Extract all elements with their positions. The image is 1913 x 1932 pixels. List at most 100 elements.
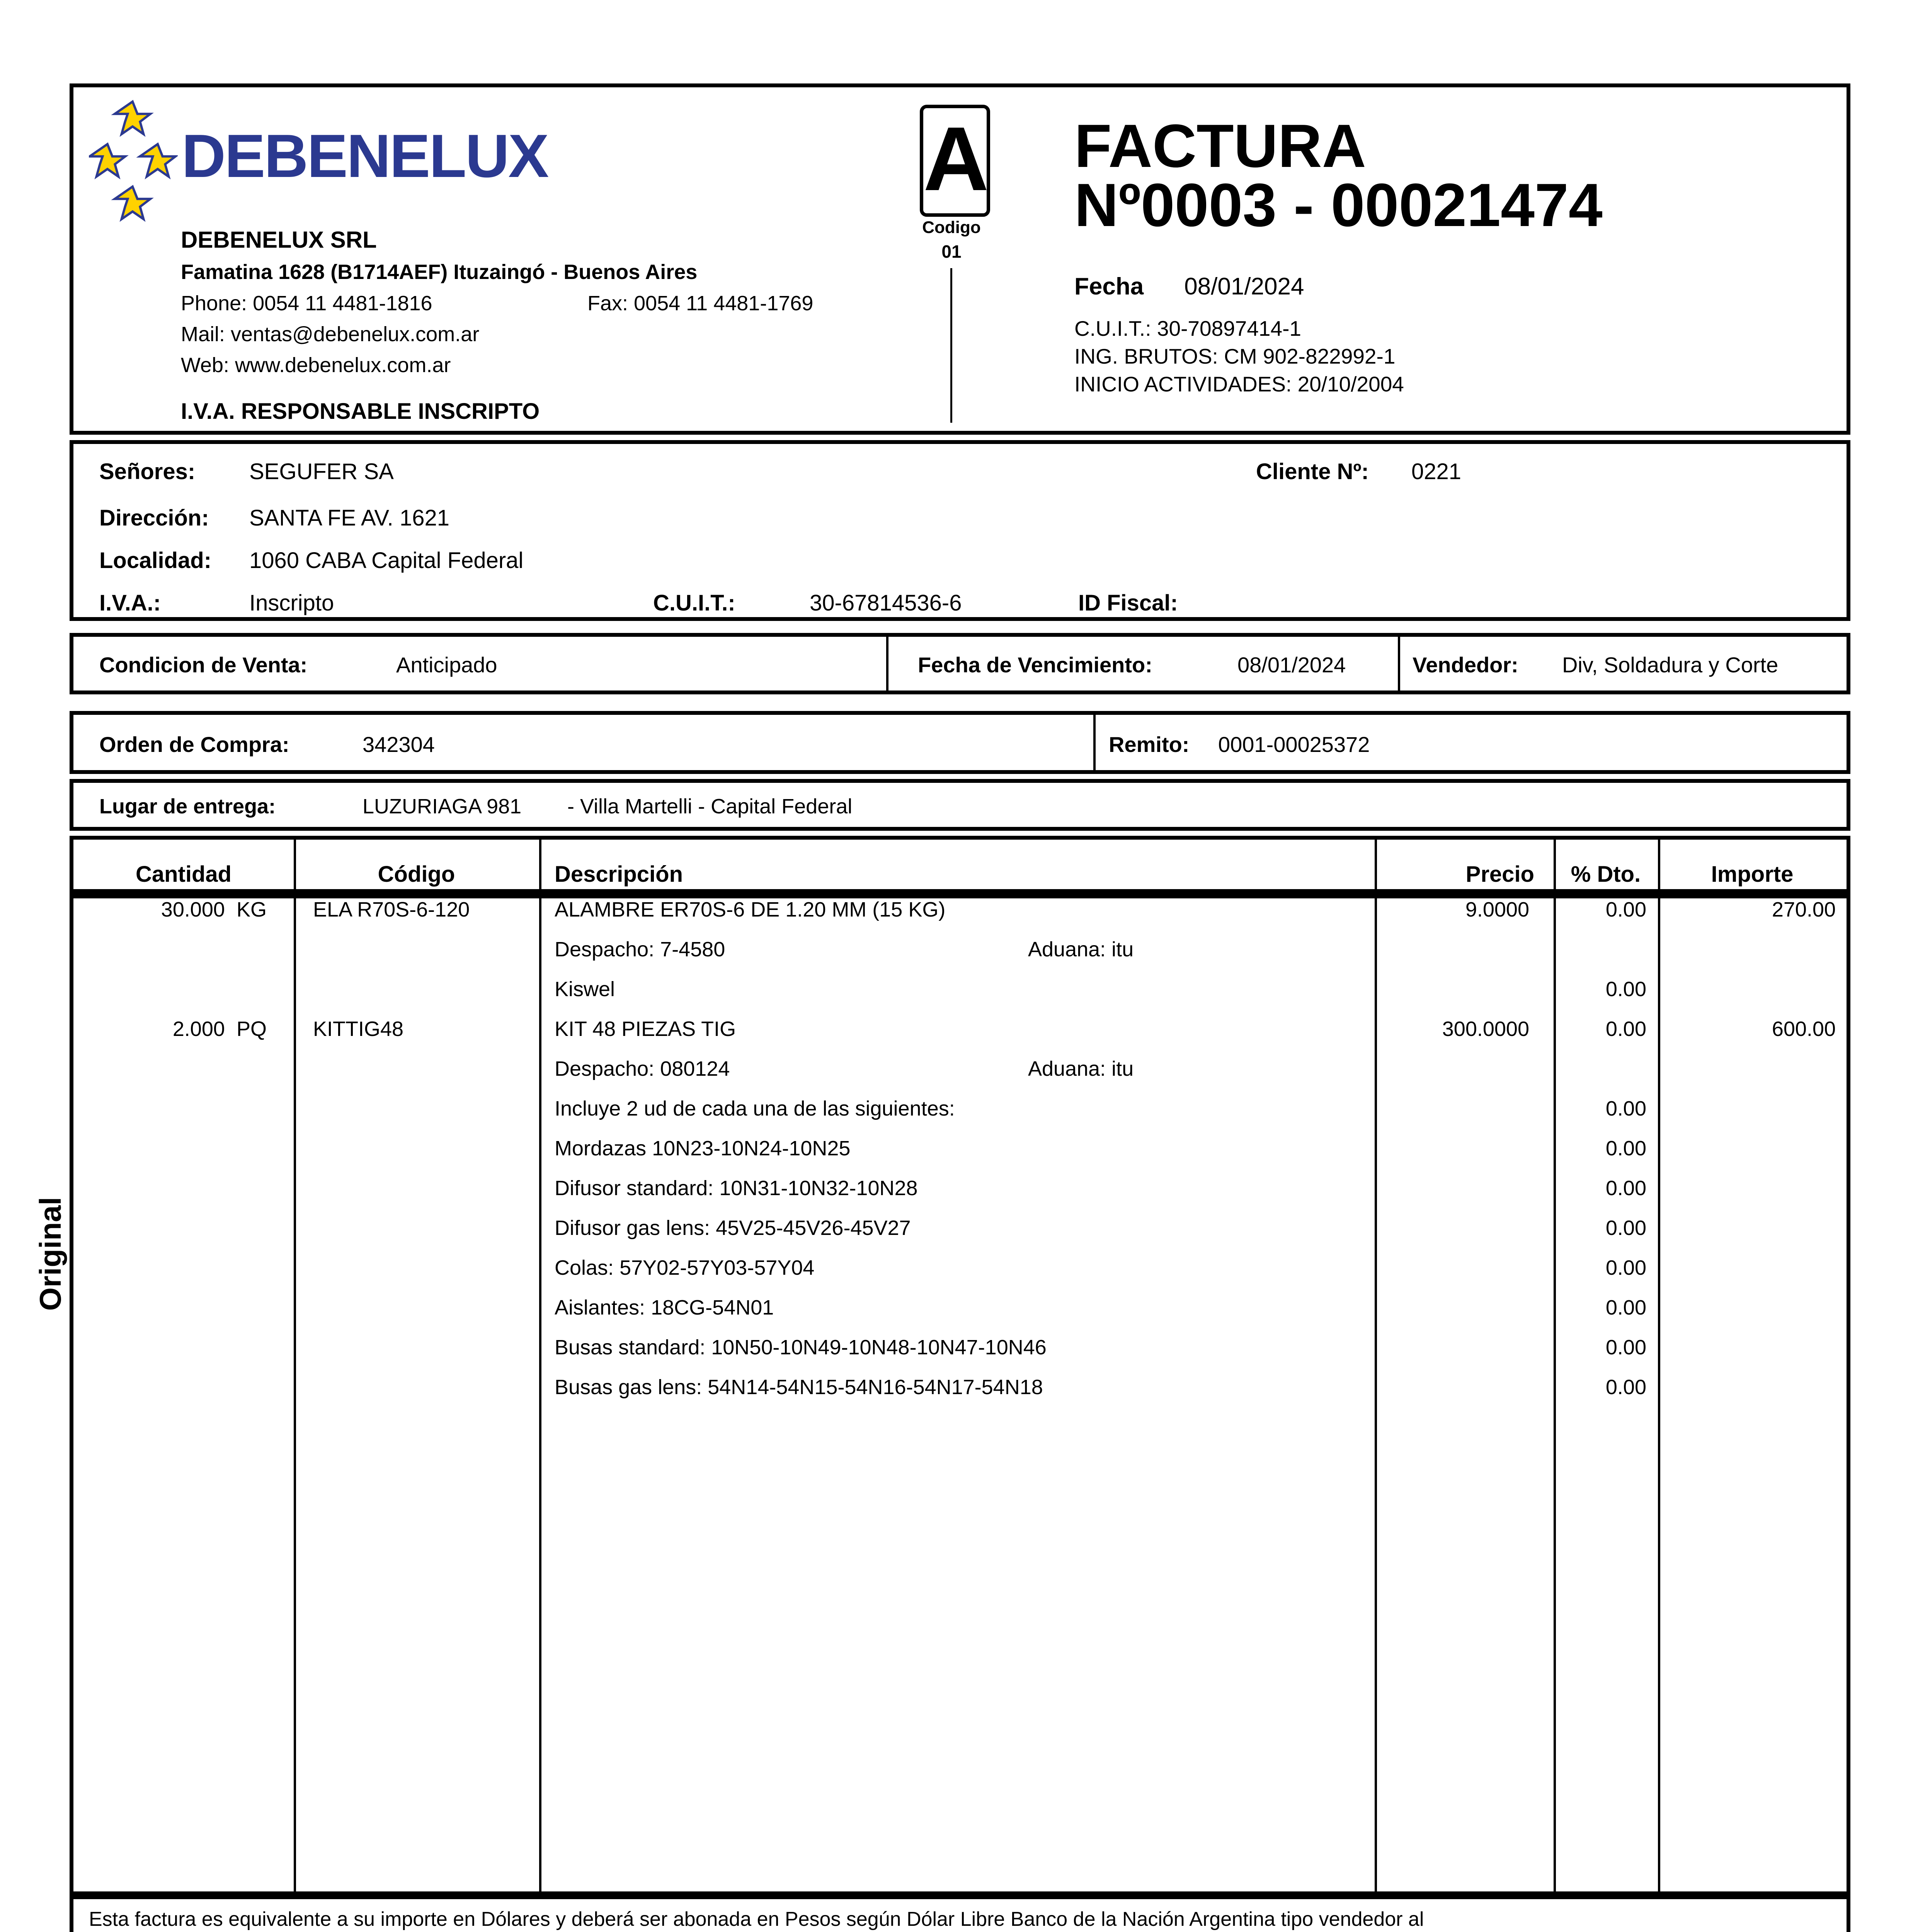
vencimiento-label: Fecha de Vencimiento:: [918, 653, 1152, 677]
condicion-venta-value: Anticipado: [396, 653, 497, 677]
note-line: Esta factura es equivalente a su importe…: [89, 1908, 1424, 1930]
item-qty: 2.000 PQ: [172, 1017, 267, 1041]
doc-date-label: Fecha: [1074, 273, 1144, 300]
item-desc: Despacho: 7-4580: [555, 938, 725, 961]
localidad-value: 1060 CABA Capital Federal: [249, 548, 524, 573]
item-dto: 0.00: [1605, 1376, 1646, 1399]
column-divider: [1375, 840, 1377, 1891]
table-row: Despacho: 7-4580 Aduana: itu: [73, 930, 1847, 969]
item-desc: Colas: 57Y02-57Y03-57Y04: [555, 1256, 815, 1279]
table-row: 2.000 PQ KITTIG48 KIT 48 PIEZAS TIG 300.…: [73, 1009, 1847, 1049]
doc-ing-brutos: ING. BRUTOS: CM 902-822992-1: [1074, 344, 1396, 368]
stars-logo-icon: [89, 97, 178, 224]
item-dto: 0.00: [1605, 1137, 1646, 1160]
customer-iva-label: I.V.A.:: [99, 590, 161, 616]
item-desc: Kiswel: [555, 978, 615, 1001]
codigo-divider-line: [950, 268, 952, 423]
brand-logo-text: DEBENELUX: [182, 122, 549, 190]
company-address: Famatina 1628 (B1714AEF) Ituzaingó - Bue…: [181, 260, 698, 284]
customer-box: Señores: SEGUFER SA Cliente Nº: 0221 Dir…: [70, 440, 1850, 621]
item-desc: KIT 48 PIEZAS TIG: [555, 1017, 736, 1041]
item-desc: ALAMBRE ER70S-6 DE 1.20 MM (15 KG): [555, 898, 946, 921]
item-dto: 0.00: [1605, 898, 1646, 921]
senores-value: SEGUFER SA: [249, 459, 394, 484]
orden-compra-label: Orden de Compra:: [99, 732, 289, 757]
senores-label: Señores:: [99, 459, 196, 484]
item-aduana: Aduana: itu: [1028, 1057, 1134, 1080]
items-table: Cantidad Código Descripción Precio % Dto…: [70, 836, 1850, 1895]
codigo-number: 01: [941, 242, 962, 262]
item-dto: 0.00: [1605, 1177, 1646, 1200]
item-dto: 0.00: [1605, 1017, 1646, 1041]
col-header-dto: % Dto.: [1571, 862, 1641, 887]
table-row: 30.000 KG ELA R70S-6-120 ALAMBRE ER70S-6…: [73, 890, 1847, 930]
table-row: Colas: 57Y02-57Y03-57Y04 0.00: [73, 1248, 1847, 1288]
purchase-order-box: Orden de Compra: 342304 Remito: 0001-000…: [70, 711, 1850, 774]
item-importe: 270.00: [1772, 898, 1836, 921]
table-row: Kiswel 0.00: [73, 969, 1847, 1009]
item-desc: Difusor gas lens: 45V25-45V26-45V27: [555, 1216, 911, 1240]
sale-conditions-box: Condicion de Venta: Anticipado Fecha de …: [70, 633, 1850, 694]
column-divider: [294, 840, 296, 1891]
table-row: Busas standard: 10N50-10N49-10N48-10N47-…: [73, 1328, 1847, 1367]
doc-date-row: Fecha 08/01/2024: [1074, 273, 1304, 300]
item-dto: 0.00: [1605, 1216, 1646, 1240]
table-row: Incluye 2 ud de cada una de las siguient…: [73, 1089, 1847, 1129]
company-phone: Phone: 0054 11 4481-1816: [181, 292, 432, 315]
doc-title: FACTURA: [1074, 112, 1366, 180]
original-watermark: Original: [33, 1197, 67, 1311]
col-header-descripcion: Descripción: [555, 862, 683, 887]
column-divider: [1554, 840, 1556, 1891]
company-name: DEBENELUX SRL: [181, 227, 377, 253]
item-importe: 600.00: [1772, 1017, 1836, 1041]
codigo-label: Codigo: [922, 218, 981, 237]
col-header-importe: Importe: [1711, 862, 1794, 887]
doc-number: Nº0003 - 00021474: [1074, 171, 1603, 239]
direccion-label: Dirección:: [99, 505, 209, 531]
invoice-letter-box: A: [920, 105, 990, 217]
item-desc: Despacho: 080124: [555, 1057, 730, 1080]
column-divider: [1658, 840, 1660, 1891]
item-dto: 0.00: [1605, 1336, 1646, 1359]
orden-compra-value: 342304: [363, 732, 435, 757]
doc-inicio-actividades: INICIO ACTIVIDADES: 20/10/2004: [1074, 372, 1404, 396]
lugar-entrega-label: Lugar de entrega:: [99, 795, 276, 818]
delivery-box: Lugar de entrega: LUZURIAGA 981 - Villa …: [70, 779, 1850, 831]
remito-label: Remito:: [1109, 732, 1190, 757]
col-header-cantidad: Cantidad: [135, 862, 232, 887]
vencimiento-value: 08/01/2024: [1237, 653, 1346, 677]
col-header-precio: Precio: [1465, 862, 1534, 887]
item-dto: 0.00: [1605, 1097, 1646, 1120]
customer-iva-value: Inscripto: [249, 590, 334, 616]
item-desc: Busas gas lens: 54N14-54N15-54N16-54N17-…: [555, 1376, 1043, 1399]
cliente-value: 0221: [1411, 459, 1462, 484]
table-row: Busas gas lens: 54N14-54N15-54N16-54N17-…: [73, 1367, 1847, 1407]
notes-box: Esta factura es equivalente a su importe…: [70, 1895, 1850, 1932]
doc-cuit: C.U.I.T.: 30-70897414-1: [1074, 316, 1302, 340]
remito-value: 0001-00025372: [1218, 732, 1370, 757]
item-price: 300.0000: [1442, 1017, 1529, 1041]
table-row: Difusor gas lens: 45V25-45V26-45V27 0.00: [73, 1208, 1847, 1248]
item-aduana: Aduana: itu: [1028, 938, 1134, 961]
vendedor-label: Vendedor:: [1413, 653, 1518, 677]
vendedor-value: Div, Soldadura y Corte: [1562, 653, 1779, 677]
header-box: DEBENELUX DEBENELUX SRL Famatina 1628 (B…: [70, 83, 1850, 435]
col-header-codigo: Código: [378, 862, 455, 887]
customer-cuit-label: C.U.I.T.:: [653, 590, 735, 616]
idfiscal-label: ID Fiscal:: [1078, 590, 1178, 616]
company-web: Web: www.debenelux.com.ar: [181, 354, 451, 377]
lugar-entrega-value: LUZURIAGA 981: [363, 795, 522, 818]
item-desc: Incluye 2 ud de cada una de las siguient…: [555, 1097, 955, 1120]
item-desc: Aislantes: 18CG-54N01: [555, 1296, 774, 1319]
item-dto: 0.00: [1605, 1256, 1646, 1279]
item-price: 9.0000: [1465, 898, 1529, 921]
table-row: Mordazas 10N23-10N24-10N25 0.00: [73, 1129, 1847, 1168]
item-desc: Difusor standard: 10N31-10N32-10N28: [555, 1177, 918, 1200]
header-underline: [73, 889, 1847, 898]
company-fax: Fax: 0054 11 4481-1769: [587, 292, 814, 315]
column-divider: [539, 840, 541, 1891]
item-desc: Busas standard: 10N50-10N49-10N48-10N47-…: [555, 1336, 1047, 1359]
localidad-label: Localidad:: [99, 548, 212, 573]
customer-cuit-value: 30-67814536-6: [810, 590, 962, 616]
